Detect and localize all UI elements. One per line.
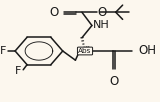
Text: O: O — [50, 6, 59, 19]
Text: NH: NH — [93, 21, 109, 30]
Text: F: F — [0, 46, 7, 56]
Text: O: O — [97, 6, 107, 19]
Text: F: F — [15, 66, 22, 76]
Text: O: O — [109, 75, 118, 88]
Text: Abs: Abs — [78, 48, 92, 54]
Text: OH: OH — [138, 44, 156, 58]
